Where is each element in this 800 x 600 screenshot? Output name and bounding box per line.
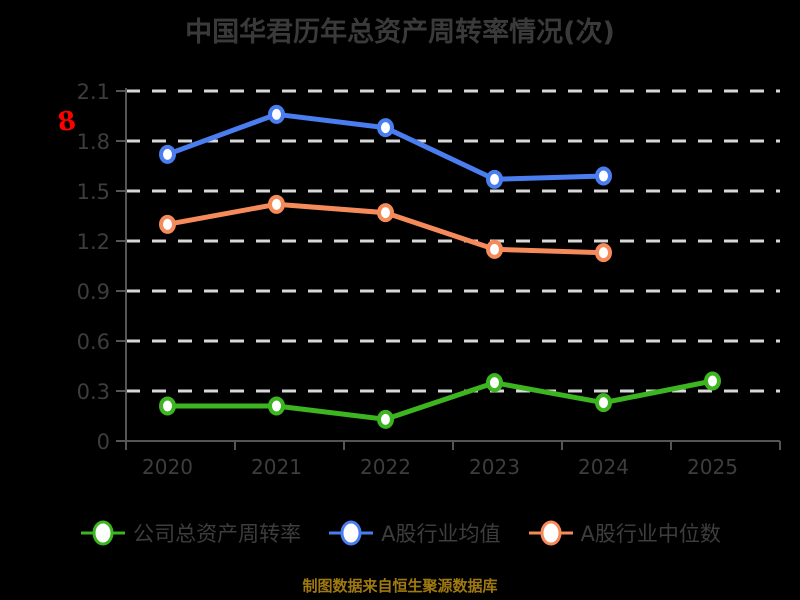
y-tick-labels-group: 0 0.3 0.6 0.9 1.2 1.5 1.8 2.1: [77, 80, 110, 454]
chart-legend: 公司总资产周转率 A股行业均值 A股行业中位数: [0, 518, 800, 548]
x-tick-label: 2020: [142, 455, 193, 479]
x-tick-label: 2022: [360, 455, 411, 479]
data-point-marker[interactable]: [159, 214, 176, 234]
data-point-marker[interactable]: [159, 144, 176, 164]
data-point-marker[interactable]: [159, 396, 176, 416]
data-point-marker[interactable]: [268, 104, 285, 124]
data-point-marker[interactable]: [486, 239, 503, 259]
data-point-marker[interactable]: [377, 118, 394, 138]
data-point-marker[interactable]: [595, 243, 612, 263]
data-point-marker[interactable]: [595, 393, 612, 413]
x-tick-label: 2025: [687, 455, 738, 479]
data-point-marker[interactable]: [486, 373, 503, 393]
legend-label-company: 公司总资产周转率: [133, 522, 302, 546]
source-note: 制图数据来自恒生聚源数据库: [302, 577, 498, 595]
x-tick-label: 2024: [578, 455, 629, 479]
data-point-marker[interactable]: [486, 169, 503, 189]
data-point-marker[interactable]: [595, 166, 612, 186]
chart-title: 中国华君历年总资产周转率情况(次): [185, 17, 615, 48]
legend-marker-company-icon: [81, 520, 126, 546]
legend-item-industry-median[interactable]: A股行业中位数: [527, 518, 721, 548]
red-annotation-mark: 8: [56, 106, 78, 138]
x-tick-group: [125, 441, 781, 450]
y-tick-label: 1.8: [77, 130, 110, 154]
y-tick-label: 0.9: [77, 280, 110, 304]
series-line: [165, 378, 715, 422]
legend-label-industry-median: A股行业中位数: [580, 522, 721, 546]
legend-label-industry-mean: A股行业均值: [381, 522, 501, 546]
y-tick-label: 2.1: [77, 80, 110, 104]
legend-marker-industry-median-icon: [528, 520, 573, 546]
plot-area: 00.30.60.91.21.51.82.1 2020 2021 2022 2023 2…: [56, 80, 781, 479]
data-point-marker[interactable]: [268, 194, 285, 214]
series-markers-group: [159, 104, 721, 429]
data-point-marker[interactable]: [377, 203, 394, 223]
y-tick-group: [116, 90, 126, 442]
data-point-marker[interactable]: [268, 396, 285, 416]
y-tick-label: 0: [97, 430, 110, 454]
y-tick-label: 0.6: [77, 330, 110, 354]
legend-marker-industry-mean-icon: [329, 520, 374, 546]
y-tick-label: 1.5: [77, 180, 110, 204]
legend-item-company[interactable]: 公司总资产周转率: [79, 518, 301, 548]
annotation-group: 8: [56, 106, 78, 138]
gridlines-group: [126, 89, 780, 393]
y-tick-label: 0.3: [77, 380, 110, 404]
data-point-marker[interactable]: [377, 409, 394, 429]
y-tick-label: 1.2: [77, 230, 110, 254]
series-lines-group: [165, 111, 715, 422]
x-tick-label: 2021: [251, 455, 302, 479]
x-tick-labels-group: 2020 2021 2022 2023 2024 2025: [142, 455, 738, 479]
data-point-marker[interactable]: [704, 371, 721, 391]
legend-item-industry-mean[interactable]: A股行业均值: [327, 518, 501, 548]
x-tick-label: 2023: [469, 455, 520, 479]
